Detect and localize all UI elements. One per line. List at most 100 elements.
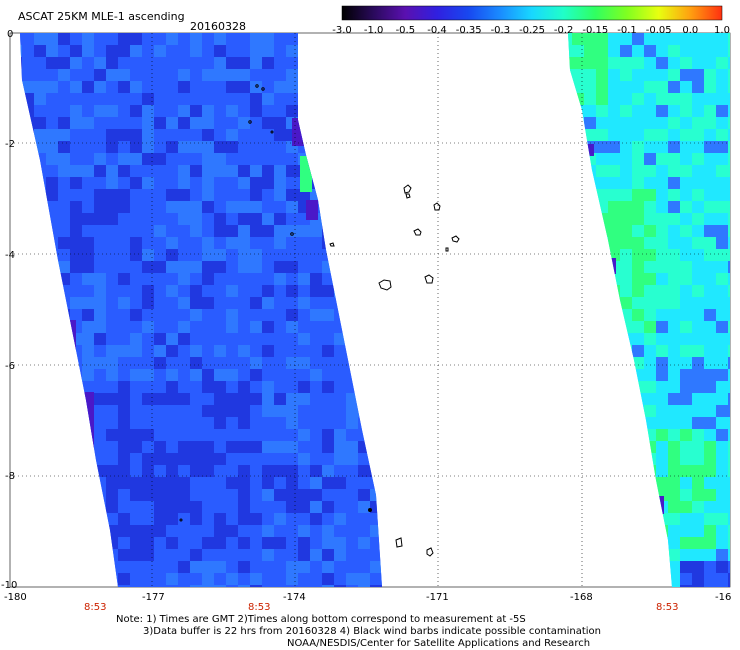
swath-cell: [226, 489, 238, 501]
swath-cell: [94, 429, 106, 441]
swath-cell: [226, 321, 238, 333]
swath-cell: [190, 93, 202, 105]
swath-cell: [154, 285, 166, 297]
swath-cell: [584, 117, 596, 129]
swath-cell: [154, 429, 166, 441]
swath-cell: [238, 513, 250, 525]
swath-cell: [178, 273, 190, 285]
swath-cell: [214, 417, 226, 429]
swath-cell: [262, 93, 274, 105]
swath-cell: [620, 237, 632, 249]
swath-cell: [728, 441, 730, 453]
swath-cell: [226, 261, 238, 273]
swath-cell: [262, 285, 274, 297]
swath-cell: [166, 141, 178, 153]
colorbar-tick-label: -3.0: [332, 25, 352, 36]
swath-cell: [656, 225, 668, 237]
swath-cell: [70, 117, 82, 129]
swath-cell: [94, 417, 106, 429]
swath-cell: [106, 81, 118, 93]
swath-cell: [572, 57, 584, 69]
swath-cell: [716, 273, 728, 285]
swath-cell: [118, 105, 130, 117]
swath-cell: [262, 237, 274, 249]
swath-cell: [178, 201, 190, 213]
swath-cell: [226, 393, 238, 405]
swath-cell: [286, 81, 298, 93]
swath-cell: [704, 333, 716, 345]
swath-cell: [262, 249, 274, 261]
swath-cell: [716, 57, 728, 69]
swath-cell: [716, 513, 728, 525]
swath-cell: [70, 285, 82, 297]
swath-cell: [680, 261, 692, 273]
swath-cell: [716, 249, 728, 261]
swath-cell: [322, 501, 334, 513]
swath-cell: [692, 105, 704, 117]
swath-cell: [202, 465, 214, 477]
swath-cell: [346, 429, 358, 441]
swath-cell: [118, 381, 130, 393]
swath-cell: [190, 513, 202, 525]
swath-cell: [130, 105, 142, 117]
swath-cell: [656, 393, 668, 405]
swath-cell: [22, 57, 34, 69]
swath-cell: [118, 177, 130, 189]
swath-cell: [238, 525, 250, 537]
swath-cell: [274, 381, 286, 393]
swath-cell: [130, 393, 142, 405]
swath-cell: [620, 285, 632, 297]
swath-cell: [298, 453, 310, 465]
swath-cell: [250, 177, 262, 189]
swath-cell: [298, 549, 310, 561]
swath-cell: [716, 441, 728, 453]
swath-cell: [716, 285, 728, 297]
swath-cell: [70, 33, 82, 45]
swath-cell: [728, 477, 730, 489]
swath-cell: [130, 93, 142, 105]
swath-cell: [274, 69, 286, 81]
swath-cell: [250, 429, 262, 441]
swath-cell: [274, 273, 286, 285]
swath-cell: [178, 213, 190, 225]
swath-cell: [58, 141, 70, 153]
swath-cell: [70, 57, 82, 69]
island-outline: [451, 235, 460, 243]
swath-cell: [154, 165, 166, 177]
swath-cell: [154, 441, 166, 453]
swath-cell: [166, 81, 178, 93]
swath-cell: [286, 489, 298, 501]
swath-cell: [166, 417, 178, 429]
swath-cell: [704, 489, 716, 501]
swath-cell: [286, 321, 298, 333]
swath-cell: [692, 333, 704, 345]
swath-cell: [334, 513, 346, 525]
swath-cell: [298, 513, 310, 525]
swath-cell: [668, 285, 680, 297]
swath-cell: [226, 369, 238, 381]
swath-cell: [46, 57, 58, 69]
swath-cell: [668, 213, 680, 225]
swath-cell: [644, 213, 656, 225]
swath-cell: [82, 261, 94, 273]
swath-cell: [250, 93, 262, 105]
swath-cell: [310, 573, 322, 585]
swath-cell: [346, 477, 358, 489]
swath-cell: [94, 453, 106, 465]
swath-cell: [656, 381, 668, 393]
swath-cell: [238, 537, 250, 549]
swath-cell: [262, 201, 274, 213]
swath-cell: [82, 189, 94, 201]
swath-cell: [202, 537, 214, 549]
swath-cell: [644, 285, 656, 297]
swath-cell: [346, 501, 358, 513]
swath-cell: [620, 141, 632, 153]
swath-cell: [322, 393, 334, 405]
swath-cell: [226, 117, 238, 129]
swath-cell: [298, 441, 310, 453]
swath-cell: [238, 561, 250, 573]
swath-cell: [238, 105, 250, 117]
swath-cell: [632, 117, 644, 129]
swath-cell: [106, 429, 118, 441]
swath-cell: [298, 321, 310, 333]
